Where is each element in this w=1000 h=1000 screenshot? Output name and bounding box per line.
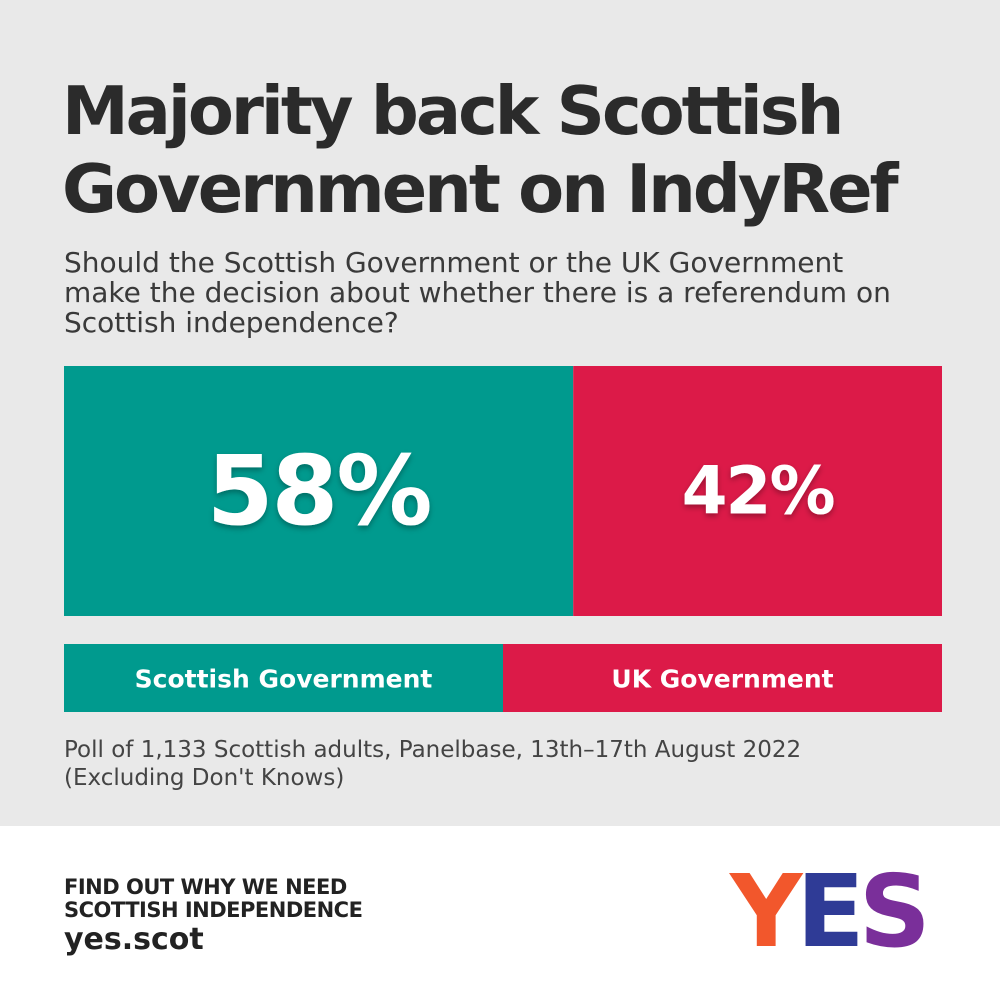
- legend-label-scottish-government: Scottish Government: [135, 665, 433, 694]
- cta-line-1: FIND OUT WHY WE NEED: [64, 875, 347, 899]
- poll-source: Poll of 1,133 Scottish adults, Panelbase…: [64, 736, 954, 792]
- title-line-1: Majority back Scottish: [62, 72, 844, 150]
- yes-logo: YES: [730, 862, 931, 962]
- logo-letter-e: E: [796, 853, 864, 970]
- question-line-3: Scottish independence?: [64, 306, 399, 339]
- bar-value-label-scottish-government: 58%: [207, 435, 431, 547]
- survey-question: Should the Scottish Government or the UK…: [64, 248, 954, 338]
- legend-swatch-scottish-government: [64, 644, 503, 712]
- website-link[interactable]: yes.scot: [64, 922, 204, 957]
- legend-swatch-uk-government: [503, 644, 942, 712]
- logo-letter-y: Y: [730, 853, 802, 970]
- logo-letter-s: S: [858, 853, 931, 970]
- title-line-2: Government on IndyRef: [62, 150, 899, 228]
- bar-scottish-government: [64, 366, 574, 616]
- legend-label-uk-government: UK Government: [611, 665, 833, 694]
- question-line-2: make the decision about whether there is…: [64, 276, 891, 309]
- question-line-1: Should the Scottish Government or the UK…: [64, 246, 844, 279]
- footer: [0, 826, 1000, 1000]
- source-line-1: Poll of 1,133 Scottish adults, Panelbase…: [64, 737, 802, 763]
- source-line-2: (Excluding Don't Knows): [64, 765, 345, 791]
- page-title: Majority back Scottish Government on Ind…: [62, 72, 962, 228]
- cta-line-2: SCOTTISH INDEPENDENCE: [64, 898, 363, 922]
- bar-value-label-uk-government: 42%: [682, 453, 835, 530]
- call-to-action: FIND OUT WHY WE NEED SCOTTISH INDEPENDEN…: [64, 875, 363, 958]
- bar-uk-government: [573, 366, 942, 616]
